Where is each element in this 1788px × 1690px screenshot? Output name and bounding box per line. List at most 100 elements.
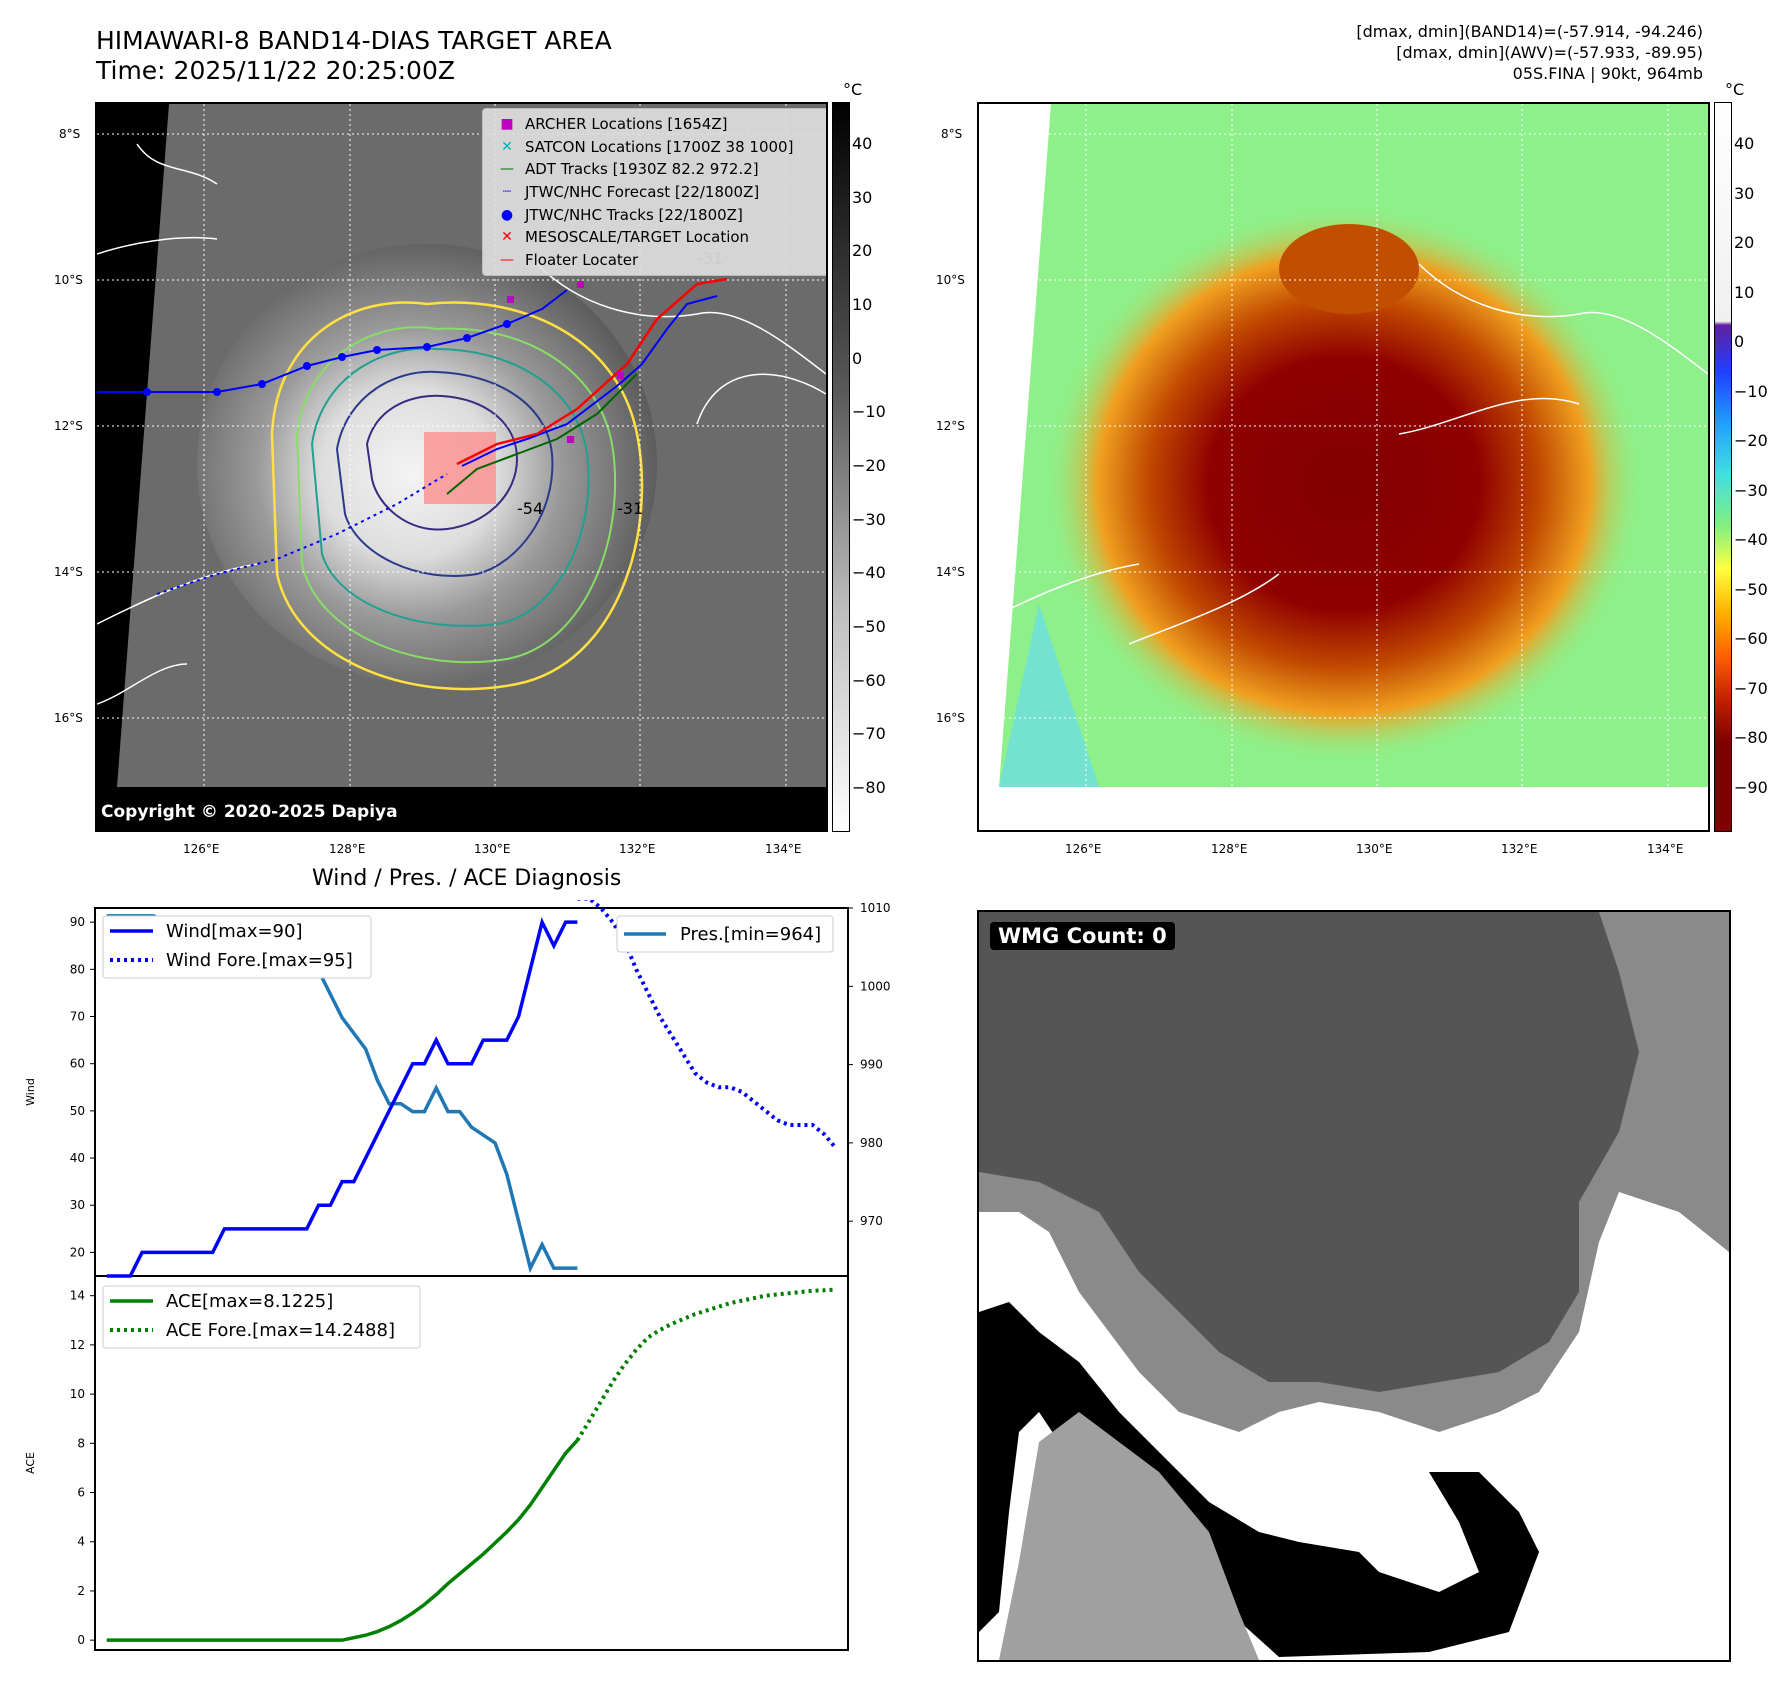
colorbar-tick: 30 <box>1734 183 1755 203</box>
wind-tick-label: 50 <box>70 1104 85 1118</box>
lat-label: 14°S <box>936 565 965 579</box>
adt-track <box>446 373 638 495</box>
wmg-count-label: WMG Count: 0 <box>990 922 1175 950</box>
ace-legend <box>102 1285 421 1349</box>
target-area-box <box>424 432 496 504</box>
coastlines-color <box>979 263 1708 645</box>
lat-label: 12°S <box>54 419 83 433</box>
lat-label: 16°S <box>54 711 83 725</box>
ir-grayscale-map[interactable]: -31 -54 -31 ■ARCHER Locations [1654Z] ✕S… <box>95 102 828 832</box>
colorbar-tick: 10 <box>852 295 873 314</box>
ace-line <box>106 1439 579 1642</box>
info-storm: 05S.FINA | 90kt, 964mb <box>1512 64 1703 83</box>
legend-item: — ADT Tracks [1930Z 82.2 972.2] <box>500 160 759 179</box>
wmg-light-region <box>999 1412 1259 1660</box>
colorbar-tick: −10 <box>852 402 886 422</box>
wind-tick-label: 60 <box>70 1057 85 1071</box>
ace-tick-label: 10 <box>70 1387 85 1401</box>
gridlines-color <box>979 104 1708 787</box>
storm-cloud-color <box>1044 204 1644 764</box>
legend-item: ● JTWC/NHC Tracks [22/1800Z] <box>500 205 743 224</box>
colorbar-tick: −50 <box>852 617 886 636</box>
wmg-canvas <box>979 912 1729 1660</box>
wind-tick-label: 40 <box>70 1151 85 1165</box>
ace-tick-label: 8 <box>77 1436 85 1450</box>
lon-label: 126°E <box>1065 842 1102 856</box>
wind-axis-label: Wind <box>24 1078 37 1106</box>
legend-ace-fore-label: ACE Fore.[max=14.2488] <box>166 1320 395 1341</box>
colorbar-tick: −30 <box>1734 480 1768 500</box>
ace-axes-frame <box>94 1275 849 1651</box>
colorbar-tick: 10 <box>1734 282 1755 302</box>
lat-label: 8°S <box>59 127 81 141</box>
lon-label: 132°E <box>1501 842 1538 856</box>
colorbar-tick: −20 <box>852 456 886 475</box>
colorbar-gray-unit: °C <box>843 80 863 99</box>
legend-wind-fore-label: Wind Fore.[max=95] <box>166 950 353 971</box>
ace-tick-label: 6 <box>77 1486 85 1500</box>
lat-label: 10°S <box>936 273 965 287</box>
legend-item: — Floater Locater <box>500 250 639 269</box>
jtwc-track-points <box>143 320 511 396</box>
wind-tick-label: 80 <box>70 962 85 976</box>
jtwc-track-east <box>461 295 718 467</box>
legend-item: ✕ MESOSCALE/TARGET Location <box>501 228 750 247</box>
pressure-tick-label: 1000 <box>860 979 891 993</box>
contour-yellow <box>270 301 644 691</box>
lon-label: 134°E <box>765 842 802 856</box>
lat-label: 16°S <box>936 711 965 725</box>
jtwc-track-line <box>97 289 568 393</box>
colorbar-tick: −80 <box>852 778 886 797</box>
lon-label: 134°E <box>1647 842 1684 856</box>
wind-tick-label: 70 <box>70 1010 85 1024</box>
colorbar-tick: −10 <box>1734 381 1768 401</box>
colorbar-tick: −40 <box>852 563 886 583</box>
contour-label: -31 <box>617 499 643 518</box>
pressure-tick-label: 970 <box>860 1214 883 1228</box>
wind-tick-label: 20 <box>70 1245 85 1259</box>
ace-tick-label: 0 <box>77 1633 85 1647</box>
wind-tick-label: 90 <box>70 915 85 929</box>
lon-label: 126°E <box>183 842 220 856</box>
warm-region <box>999 604 1099 787</box>
legend-wind-label: Wind[max=90] <box>166 921 303 942</box>
ace-axis-label: ACE <box>24 1452 37 1474</box>
contour-label: -54 <box>517 499 543 518</box>
lon-label: 128°E <box>329 842 366 856</box>
ace-tick-label: 2 <box>77 1584 85 1598</box>
color-map-canvas <box>979 104 1708 787</box>
legend-item: ■ ARCHER Locations [1654Z] <box>500 115 728 134</box>
colorbar-tick: −80 <box>1734 728 1768 748</box>
lat-label: 14°S <box>54 565 83 579</box>
diagnosis-chart[interactable]: 203040506070809097098099010001010WindPre… <box>0 900 900 1680</box>
wind-legend <box>102 915 372 979</box>
wmg-dark-core <box>979 912 1639 1392</box>
colorbar-tick: 40 <box>852 134 873 153</box>
ace-tick-label: 4 <box>77 1535 85 1549</box>
legend-ace-label: ACE[max=8.1225] <box>166 1291 333 1312</box>
wmg-panel: WMG Count: 0 <box>977 910 1731 1662</box>
legend-item: ✕ SATCON Locations [1700Z 38 1000] <box>501 137 794 156</box>
colorbar-color-unit: °C <box>1725 80 1745 99</box>
colorbar-tick: −90 <box>1734 778 1768 797</box>
legend-item: ┈ JTWC/NHC Forecast [22/1800Z] <box>502 183 760 202</box>
contour-green <box>295 326 616 664</box>
ir-color-map[interactable] <box>977 102 1710 832</box>
contour-navy <box>335 370 554 577</box>
colorbar-tick: 30 <box>852 187 873 207</box>
wind-tick-label: 30 <box>70 1198 85 1212</box>
colorbar-gray <box>832 102 850 832</box>
colorbar-tick: −40 <box>1734 530 1768 550</box>
colorbar-tick: 0 <box>1734 332 1745 352</box>
colorbar-tick: −50 <box>1734 579 1768 599</box>
pressure-tick-label: 990 <box>860 1058 883 1072</box>
lon-label: 132°E <box>619 842 656 856</box>
info-band14: [dmax, dmin](BAND14)=(-57.914, -94.246) <box>1356 22 1703 41</box>
ace-forecast-line <box>575 1287 837 1442</box>
coastlines <box>97 143 826 705</box>
colorbar-tick: 20 <box>852 241 873 261</box>
ace-tick-label: 14 <box>70 1289 85 1303</box>
copyright-text: Copyright © 2020-2025 Dapiya <box>101 802 398 822</box>
lon-label: 128°E <box>1211 842 1248 856</box>
colorbar-tick: 40 <box>1734 134 1755 153</box>
